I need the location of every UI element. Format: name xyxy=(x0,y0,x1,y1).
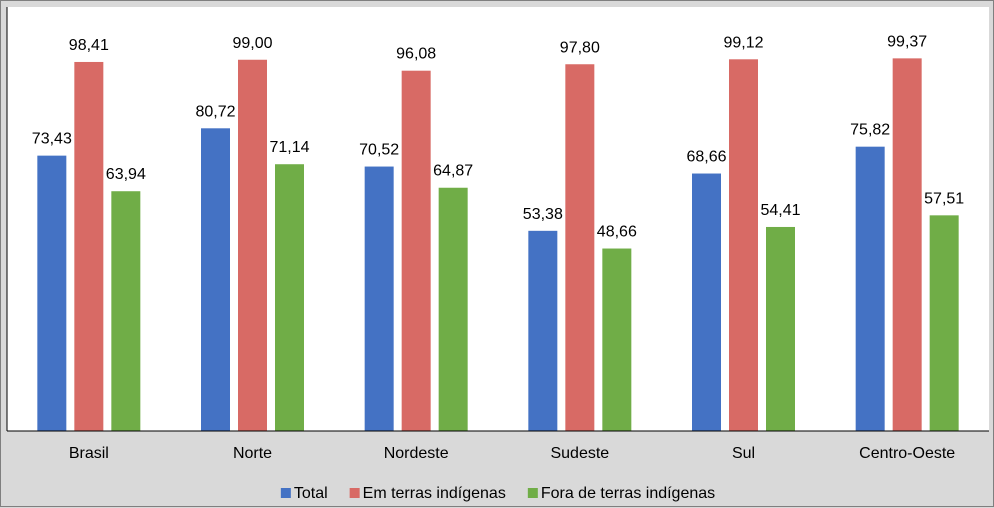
value-label-em-terras-indigenas-brasil: 98,41 xyxy=(69,37,109,54)
bar-em-terras-indigenas-norte xyxy=(238,59,267,431)
value-label-em-terras-indigenas-centro-oeste: 99,37 xyxy=(887,33,927,50)
value-label-em-terras-indigenas-sudeste: 97,80 xyxy=(560,39,600,56)
bar-total-sudeste xyxy=(528,230,558,431)
value-label-total-norte: 80,72 xyxy=(195,103,235,120)
bar-fora-de-terras-indigenas-sul xyxy=(766,226,795,431)
bar-total-brasil xyxy=(37,155,67,431)
value-label-fora-de-terras-indigenas-brasil: 63,94 xyxy=(106,166,146,183)
value-label-fora-de-terras-indigenas-sudeste: 48,66 xyxy=(597,224,637,241)
bar-total-sul xyxy=(692,173,721,431)
legend-item-total: Total xyxy=(280,485,328,502)
bar-em-terras-indigenas-brasil xyxy=(74,61,104,432)
bar-em-terras-indigenas-nordeste xyxy=(401,70,431,431)
bar-fora-de-terras-indigenas-nordeste xyxy=(438,187,468,431)
value-label-total-sul: 68,66 xyxy=(686,149,726,166)
category-label-nordeste: Nordeste xyxy=(384,445,449,462)
value-label-em-terras-indigenas-sul: 99,12 xyxy=(723,34,763,51)
value-label-fora-de-terras-indigenas-centro-oeste: 57,51 xyxy=(924,190,964,207)
legend-label-total: Total xyxy=(294,485,328,502)
legend-label-em-terras-indigenas: Em terras indígenas xyxy=(363,485,506,502)
bar-em-terras-indigenas-sul xyxy=(729,59,758,432)
value-label-total-centro-oeste: 75,82 xyxy=(850,122,890,139)
bar-total-centro-oeste xyxy=(855,146,885,432)
value-label-total-nordeste: 70,52 xyxy=(359,142,399,159)
bar-total-norte xyxy=(201,128,230,432)
legend-item-fora-de-terras-indigenas: Fora de terras indígenas xyxy=(527,485,715,502)
value-label-total-sudeste: 53,38 xyxy=(523,206,563,223)
value-label-fora-de-terras-indigenas-sul: 54,41 xyxy=(760,202,800,219)
legend-label-fora-de-terras-indigenas: Fora de terras indígenas xyxy=(541,485,715,502)
legend-item-em-terras-indigenas: Em terras indígenas xyxy=(349,485,506,502)
bar-total-nordeste xyxy=(364,166,394,432)
legend-swatch-em-terras-indigenas xyxy=(349,488,360,498)
legend-swatch-fora-de-terras-indigenas xyxy=(527,488,538,498)
value-label-em-terras-indigenas-norte: 99,00 xyxy=(232,35,272,52)
legend: Total Em terras indígenas Fora de terras i… xyxy=(280,485,715,502)
bar-fora-de-terras-indigenas-sudeste xyxy=(602,248,632,431)
value-label-fora-de-terras-indigenas-norte: 71,14 xyxy=(269,139,309,156)
category-label-brasil: Brasil xyxy=(69,445,109,462)
value-label-total-brasil: 73,43 xyxy=(32,131,72,148)
plot-area xyxy=(7,7,989,431)
legend-swatch-total xyxy=(280,488,291,498)
category-label-norte: Norte xyxy=(233,445,272,462)
bar-em-terras-indigenas-sudeste xyxy=(565,64,595,431)
value-label-fora-de-terras-indigenas-nordeste: 64,87 xyxy=(433,163,473,180)
bar-fora-de-terras-indigenas-norte xyxy=(275,164,304,431)
category-label-sul: Sul xyxy=(732,445,755,462)
bar-fora-de-terras-indigenas-brasil xyxy=(111,191,141,431)
bar-fora-de-terras-indigenas-centro-oeste xyxy=(929,215,959,431)
category-label-centro-oeste: Centro-Oeste xyxy=(859,445,955,462)
category-label-sudeste: Sudeste xyxy=(550,445,609,462)
bar-em-terras-indigenas-centro-oeste xyxy=(892,58,922,432)
value-label-em-terras-indigenas-nordeste: 96,08 xyxy=(396,46,436,63)
